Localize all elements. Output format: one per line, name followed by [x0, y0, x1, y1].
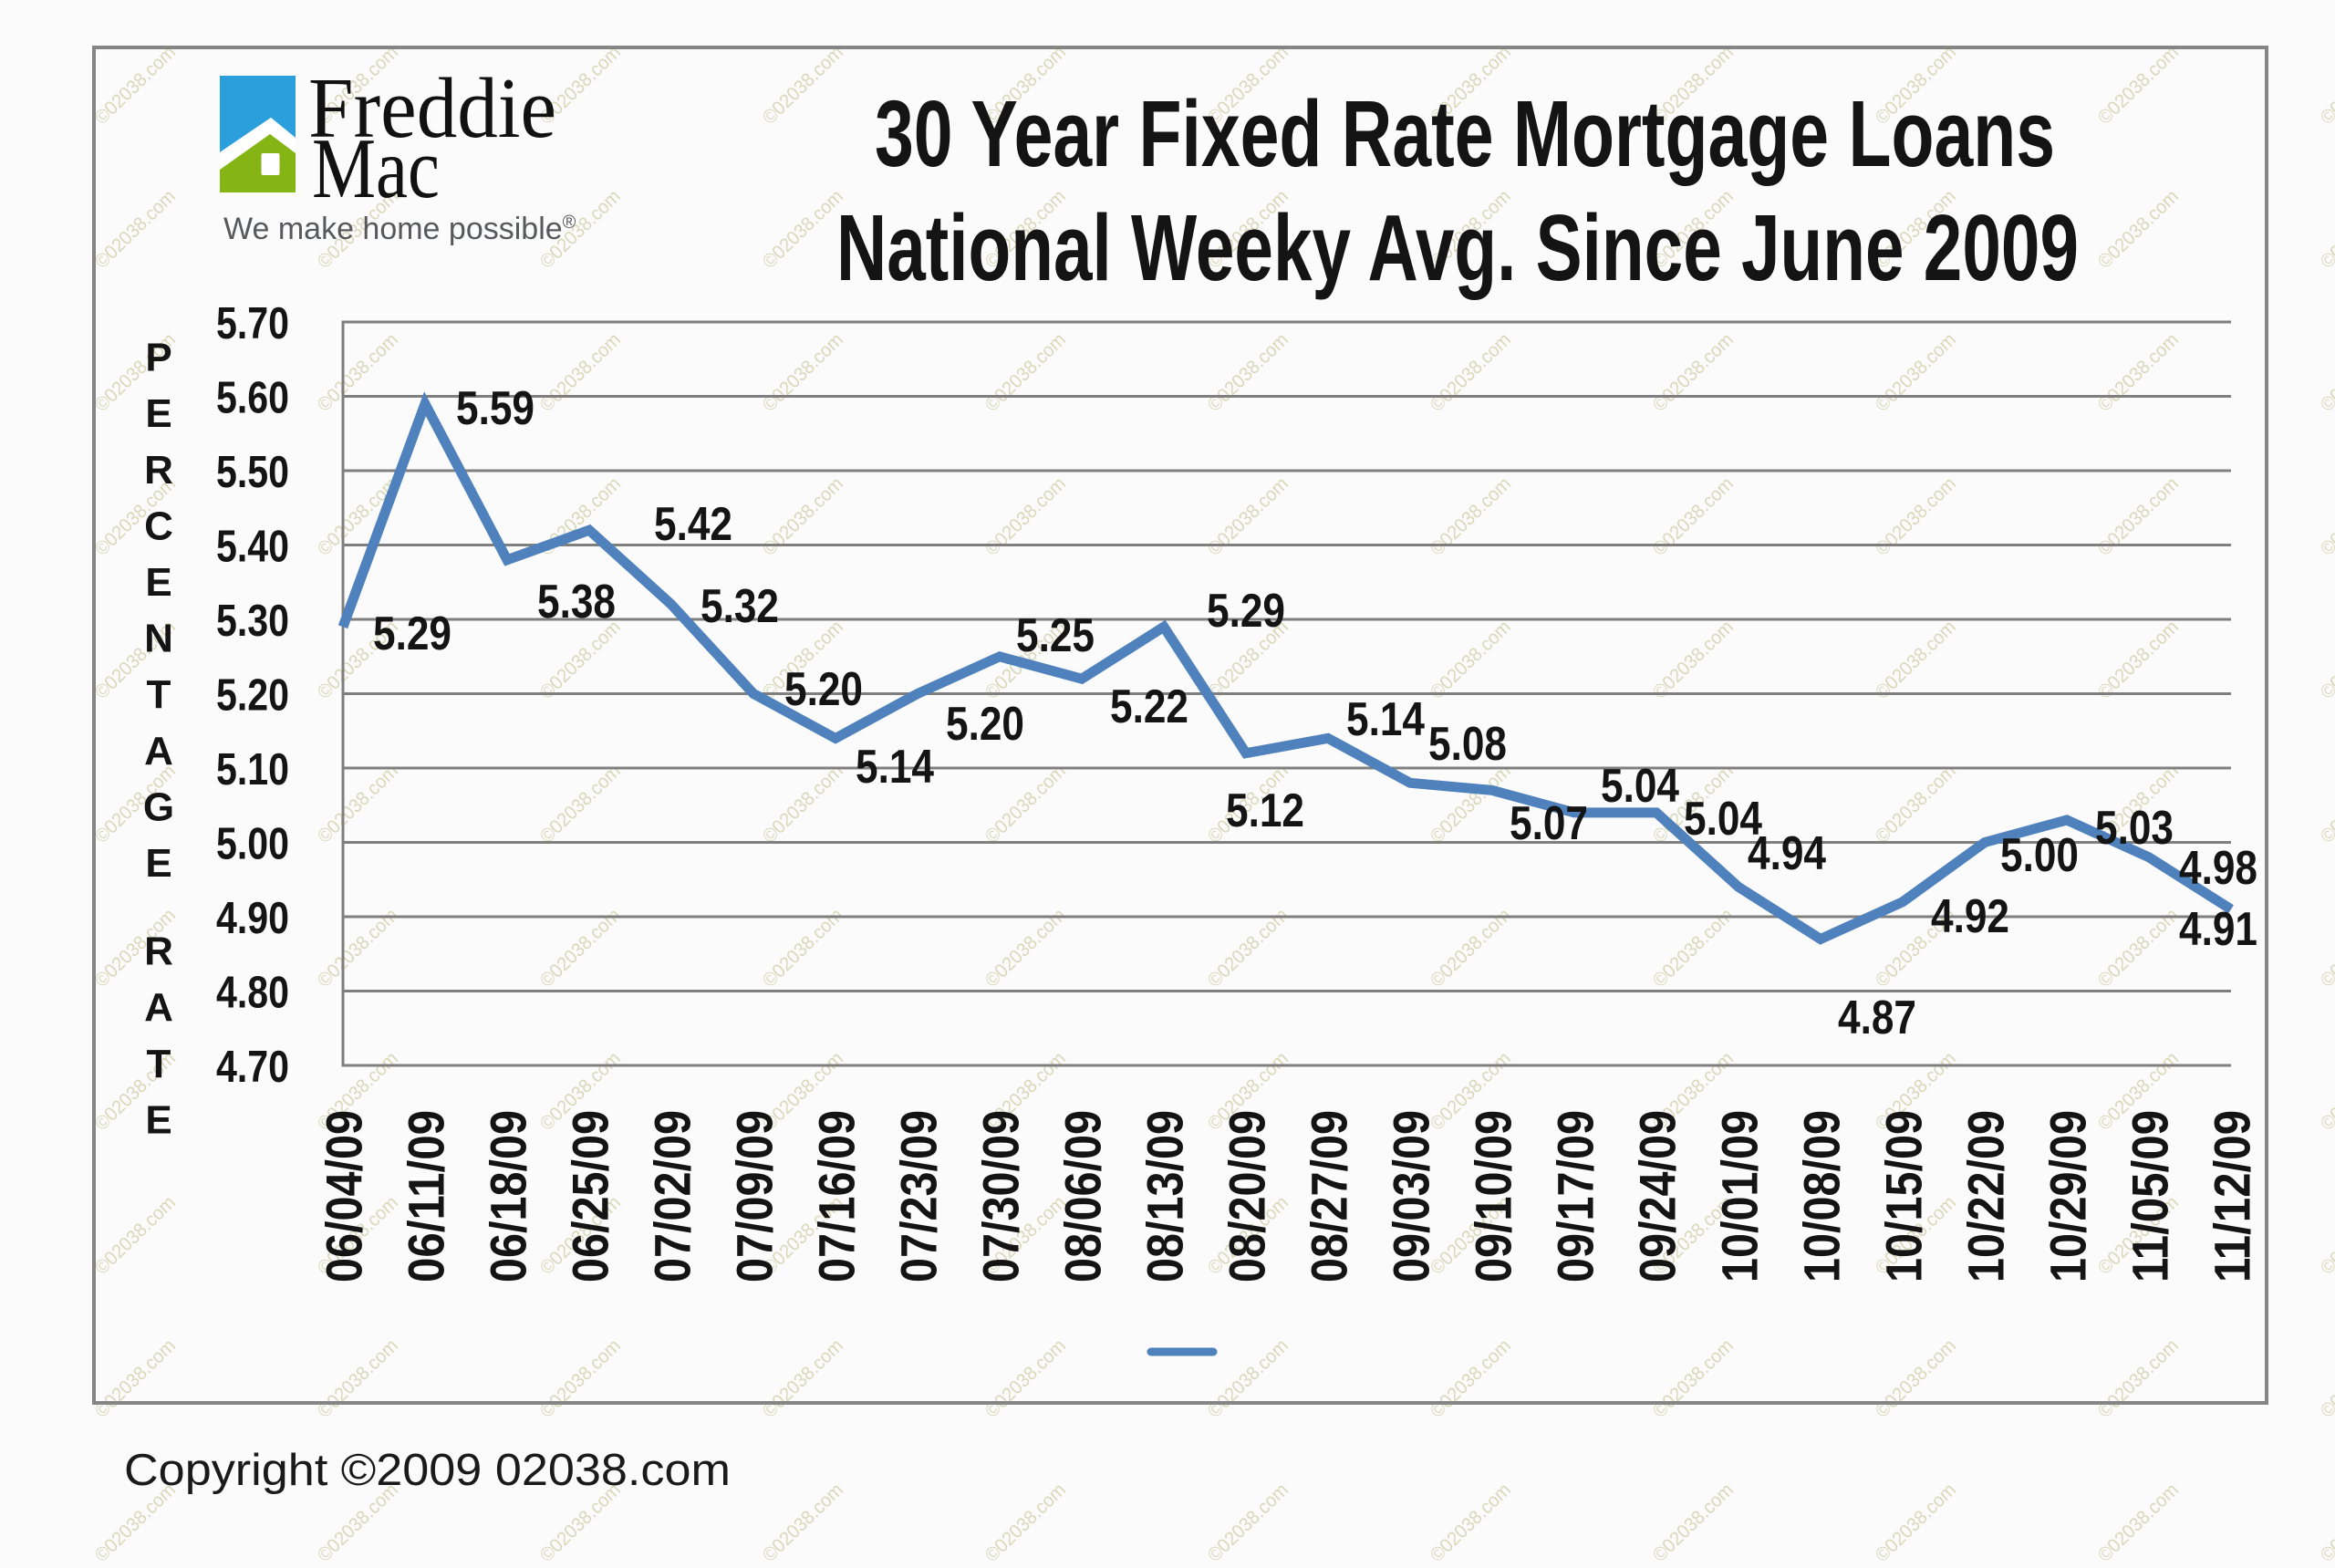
svg-text:C: C [144, 504, 173, 548]
svg-text:T: T [147, 1042, 171, 1086]
svg-text:5.50: 5.50 [216, 448, 289, 497]
svg-text:5.30: 5.30 [216, 597, 289, 646]
svg-text:06/11/09: 06/11/09 [398, 1110, 455, 1282]
svg-text:N: N [144, 617, 173, 661]
svg-text:09/03/09: 09/03/09 [1383, 1110, 1440, 1282]
svg-text:10/01/09: 10/01/09 [1711, 1110, 1769, 1282]
svg-text:5.00: 5.00 [216, 820, 289, 869]
svg-text:5.29: 5.29 [373, 607, 451, 660]
svg-text:11/12/09: 11/12/09 [2204, 1110, 2261, 1282]
svg-text:P: P [145, 336, 171, 380]
svg-text:We make home possible®: We make home possible® [223, 212, 576, 246]
svg-text:07/16/09: 07/16/09 [808, 1110, 866, 1282]
svg-text:4.80: 4.80 [216, 969, 289, 1018]
svg-text:10/22/09: 10/22/09 [1957, 1110, 2015, 1282]
svg-text:E: E [145, 391, 171, 436]
svg-text:E: E [145, 560, 171, 605]
svg-text:4.70: 4.70 [216, 1043, 289, 1092]
svg-text:G: G [143, 784, 174, 829]
svg-text:Copyright ©2009 02038.com: Copyright ©2009 02038.com [124, 1446, 731, 1495]
svg-text:06/25/09: 06/25/09 [562, 1110, 619, 1282]
svg-text:R: R [144, 929, 173, 974]
svg-text:06/18/09: 06/18/09 [480, 1110, 537, 1282]
svg-text:National Weeky Avg. Since June: National Weeky Avg. Since June 2009 [836, 195, 2079, 300]
svg-text:10/15/09: 10/15/09 [1875, 1110, 1933, 1282]
svg-text:5.42: 5.42 [654, 498, 732, 551]
svg-text:09/17/09: 09/17/09 [1547, 1110, 1604, 1282]
svg-text:Freddie: Freddie [308, 61, 556, 156]
svg-text:E: E [145, 1097, 171, 1142]
svg-text:A: A [144, 729, 173, 774]
svg-text:08/13/09: 08/13/09 [1136, 1110, 1194, 1282]
svg-text:5.70: 5.70 [216, 299, 289, 348]
svg-text:08/20/09: 08/20/09 [1219, 1110, 1276, 1282]
svg-text:4.94: 4.94 [1748, 827, 1826, 880]
svg-text:E: E [145, 841, 171, 886]
svg-text:08/06/09: 08/06/09 [1054, 1110, 1112, 1282]
svg-text:5.14: 5.14 [856, 741, 934, 794]
svg-text:5.08: 5.08 [1428, 718, 1507, 771]
svg-text:5.40: 5.40 [216, 523, 289, 572]
svg-text:07/30/09: 07/30/09 [972, 1110, 1030, 1282]
svg-text:09/24/09: 09/24/09 [1629, 1110, 1686, 1282]
svg-text:5.04: 5.04 [1601, 760, 1679, 813]
svg-text:07/09/09: 07/09/09 [726, 1110, 784, 1282]
svg-text:5.38: 5.38 [537, 576, 616, 628]
svg-text:07/02/09: 07/02/09 [644, 1110, 701, 1282]
svg-text:08/27/09: 08/27/09 [1301, 1110, 1358, 1282]
svg-text:4.98: 4.98 [2179, 842, 2257, 895]
svg-text:5.14: 5.14 [1346, 693, 1425, 746]
svg-text:30 Year Fixed Rate Mortgage Lo: 30 Year Fixed Rate Mortgage Loans [875, 81, 2055, 186]
svg-text:R: R [144, 448, 173, 493]
svg-text:5.20: 5.20 [784, 663, 863, 716]
svg-text:09/10/09: 09/10/09 [1465, 1110, 1522, 1282]
svg-text:5.32: 5.32 [700, 580, 779, 633]
svg-text:A: A [144, 985, 173, 1030]
svg-text:5.29: 5.29 [1207, 585, 1285, 638]
svg-text:5.00: 5.00 [2000, 829, 2079, 882]
svg-text:5.10: 5.10 [216, 745, 289, 794]
svg-text:5.20: 5.20 [216, 671, 289, 721]
svg-text:07/23/09: 07/23/09 [890, 1110, 948, 1282]
svg-text:10/08/09: 10/08/09 [1793, 1110, 1851, 1282]
svg-text:5.22: 5.22 [1110, 680, 1188, 733]
svg-text:10/29/09: 10/29/09 [2039, 1110, 2097, 1282]
svg-text:5.59: 5.59 [456, 382, 534, 435]
svg-text:5.03: 5.03 [2095, 802, 2174, 855]
svg-text:11/05/09: 11/05/09 [2122, 1110, 2179, 1282]
svg-text:4.91: 4.91 [2179, 903, 2257, 956]
svg-text:T: T [147, 672, 171, 717]
svg-text:5.12: 5.12 [1226, 784, 1304, 837]
svg-text:Mac: Mac [312, 121, 440, 216]
svg-text:4.92: 4.92 [1931, 890, 2009, 943]
svg-text:5.04: 5.04 [1684, 793, 1762, 846]
svg-text:5.07: 5.07 [1510, 797, 1588, 850]
svg-text:5.20: 5.20 [946, 698, 1024, 751]
svg-text:06/04/09: 06/04/09 [316, 1110, 373, 1282]
svg-text:4.87: 4.87 [1838, 992, 1916, 1044]
svg-text:5.60: 5.60 [216, 374, 289, 423]
svg-text:4.90: 4.90 [216, 894, 289, 943]
svg-text:5.25: 5.25 [1016, 609, 1095, 662]
